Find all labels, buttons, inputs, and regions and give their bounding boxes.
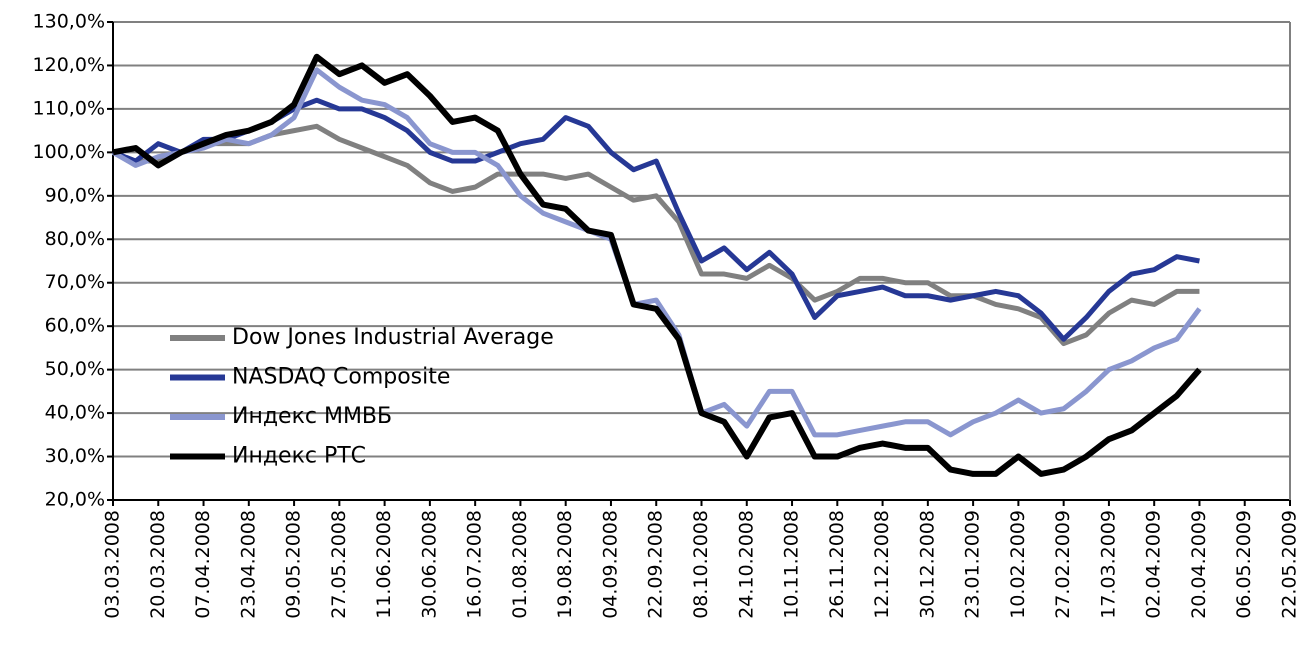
legend-label: NASDAQ Composite [232, 365, 450, 390]
y-tick-label: 70,0% [45, 271, 105, 293]
x-tick-label: 27.05.2008 [328, 510, 350, 619]
series-line [112, 123, 1200, 347]
x-tick-label: 30.12.2008 [916, 510, 938, 619]
x-tick-label: 23.04.2008 [237, 510, 259, 619]
y-tick-label: 90,0% [45, 184, 105, 206]
y-tick-label: 130,0% [33, 11, 105, 33]
legend-label: Dow Jones Industrial Average [232, 325, 554, 350]
legend-label: Индекс РТС [232, 444, 366, 469]
y-tick-label: 40,0% [45, 402, 105, 424]
x-tick-label: 22.05.2009 [1279, 510, 1301, 619]
x-tick-label: 26.11.2008 [826, 510, 848, 619]
x-tick-label: 03.03.2008 [102, 510, 124, 619]
x-tick-label: 16.07.2008 [464, 510, 486, 619]
x-tick-label: 07.04.2008 [192, 510, 214, 619]
x-tick-label: 20.04.2009 [1188, 510, 1210, 619]
y-tick-label: 110,0% [33, 97, 105, 119]
x-tick-label: 10.02.2009 [1007, 510, 1029, 619]
x-tick-label: 02.04.2009 [1143, 510, 1165, 619]
x-tick-label: 06.05.2009 [1233, 510, 1255, 619]
x-tick-label: 20.03.2008 [147, 510, 169, 619]
series-line [111, 67, 1202, 438]
x-tick-label: 23.01.2009 [962, 510, 984, 619]
x-tick-label: 01.08.2008 [509, 510, 531, 619]
x-tick-label: 11.06.2008 [373, 510, 395, 619]
x-tick-label: 27.02.2009 [1052, 510, 1074, 619]
y-tick-label: 80,0% [45, 228, 105, 250]
y-tick-label: 100,0% [33, 141, 105, 163]
y-tick-label: 120,0% [33, 54, 105, 76]
y-tick-label: 30,0% [45, 445, 105, 467]
legend-label: Индекс ММВБ [232, 404, 392, 429]
y-tick-label: 50,0% [45, 358, 105, 380]
y-tick-label: 20,0% [45, 489, 105, 511]
x-tick-label: 17.03.2009 [1097, 510, 1119, 619]
x-tick-label: 19.08.2008 [554, 510, 576, 619]
x-tick-label: 12.12.2008 [871, 510, 893, 619]
x-tick-label: 22.09.2008 [645, 510, 667, 619]
y-tick-label: 60,0% [45, 315, 105, 337]
series-line [112, 53, 1202, 477]
series-line [112, 97, 1200, 342]
x-tick-label: 24.10.2008 [735, 510, 757, 619]
x-tick-label: 04.09.2008 [599, 510, 621, 619]
x-tick-label: 30.06.2008 [418, 510, 440, 619]
x-tick-label: 10.11.2008 [781, 510, 803, 619]
x-tick-label: 08.10.2008 [690, 510, 712, 619]
x-tick-label: 09.05.2008 [283, 510, 305, 619]
